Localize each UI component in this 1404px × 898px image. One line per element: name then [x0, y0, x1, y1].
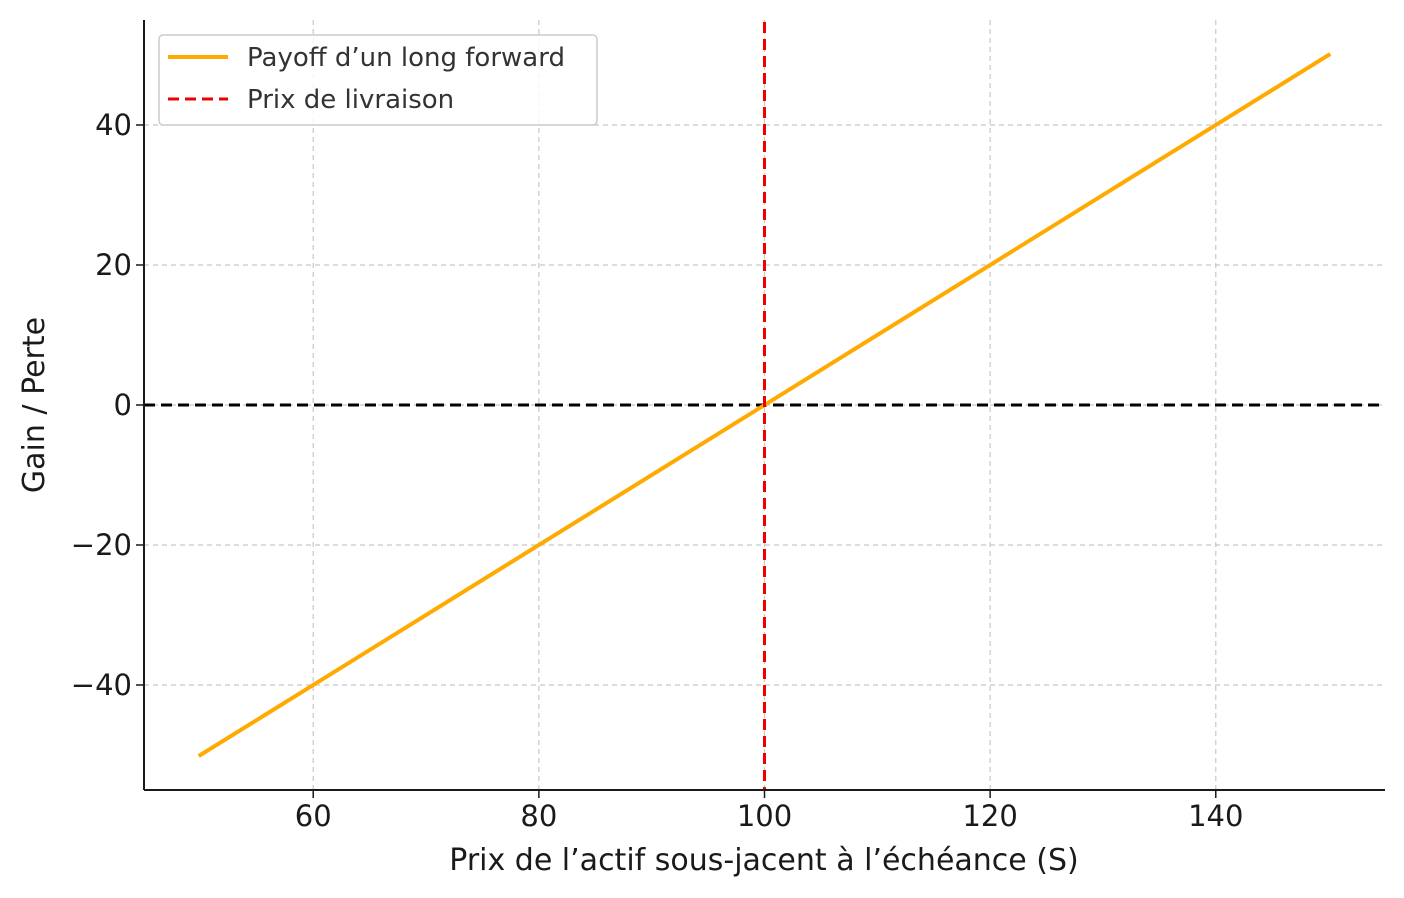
- x-axis-label: Prix de l’actif sous-jacent à l’échéance…: [449, 843, 1079, 878]
- y-axis-label: Gain / Perte: [17, 317, 52, 493]
- y-tick-label: 0: [114, 388, 132, 422]
- x-tick-label: 100: [737, 799, 792, 833]
- y-tick-label: 20: [95, 248, 132, 282]
- axes: [136, 20, 1385, 798]
- y-tick-label: 40: [95, 108, 132, 142]
- tick-labels: 60 80 100 120 140 −40 −20 0 20 40: [71, 108, 1244, 833]
- x-tick-label: 80: [520, 799, 557, 833]
- y-tick-label: −20: [71, 528, 132, 562]
- legend-entry-payoff: Payoff d’un long forward: [247, 43, 565, 73]
- x-tick-label: 140: [1188, 799, 1243, 833]
- legend: Payoff d’un long forward Prix de livrais…: [158, 34, 598, 126]
- x-tick-label: 60: [295, 799, 332, 833]
- x-tick-label: 120: [962, 799, 1017, 833]
- legend-box: [158, 34, 598, 126]
- y-tick-label: −40: [71, 668, 132, 702]
- legend-entry-delivery-price: Prix de livraison: [247, 85, 454, 115]
